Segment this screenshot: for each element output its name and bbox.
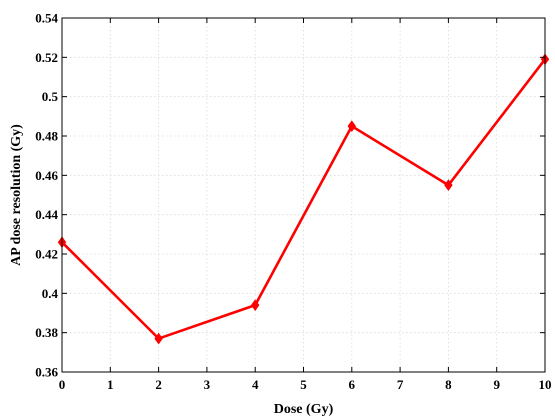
x-tick-label: 9 — [493, 377, 500, 392]
y-axis-label: AP dose resolution (Gy) — [9, 124, 24, 266]
x-tick-label: 0 — [59, 377, 66, 392]
x-tick-label: 4 — [252, 377, 259, 392]
y-tick-labels: 0.36 0.38 0.4 0.42 0.44 0.46 0.48 0.5 0.52 0.54 — [35, 11, 58, 380]
grid-lines — [61, 17, 546, 373]
y-tick-label: 0.44 — [35, 207, 58, 222]
y-tick-label: 0.54 — [35, 11, 58, 26]
x-axis-label: Dose (Gy) — [274, 402, 334, 416]
y-tick-label: 0.38 — [35, 325, 58, 340]
y-tick-label: 0.5 — [42, 89, 59, 104]
data-point-marker — [347, 120, 357, 133]
x-tick-label: 10 — [539, 377, 552, 392]
data-point-marker — [250, 299, 260, 311]
axis-ticks — [61, 17, 546, 373]
x-tick-label: 2 — [155, 377, 162, 392]
y-tick-label: 0.36 — [35, 365, 58, 380]
x-tick-labels: 0 1 2 3 4 5 6 7 8 9 10 — [59, 377, 552, 392]
x-tick-label: 5 — [300, 377, 307, 392]
y-tick-label: 0.4 — [42, 286, 59, 301]
x-tick-label: 7 — [397, 377, 404, 392]
data-point-marker — [154, 332, 163, 345]
series-line — [61, 58, 547, 341]
data-point-marker — [444, 179, 453, 192]
y-tick-label: 0.46 — [35, 168, 58, 183]
y-tick-label: 0.52 — [35, 50, 58, 65]
y-tick-label: 0.42 — [35, 247, 58, 262]
x-tick-label: 6 — [349, 377, 356, 392]
x-tick-label: 3 — [204, 377, 211, 392]
x-tick-label: 8 — [445, 377, 452, 392]
x-tick-label: 1 — [107, 377, 114, 392]
y-tick-label: 0.48 — [35, 129, 58, 144]
